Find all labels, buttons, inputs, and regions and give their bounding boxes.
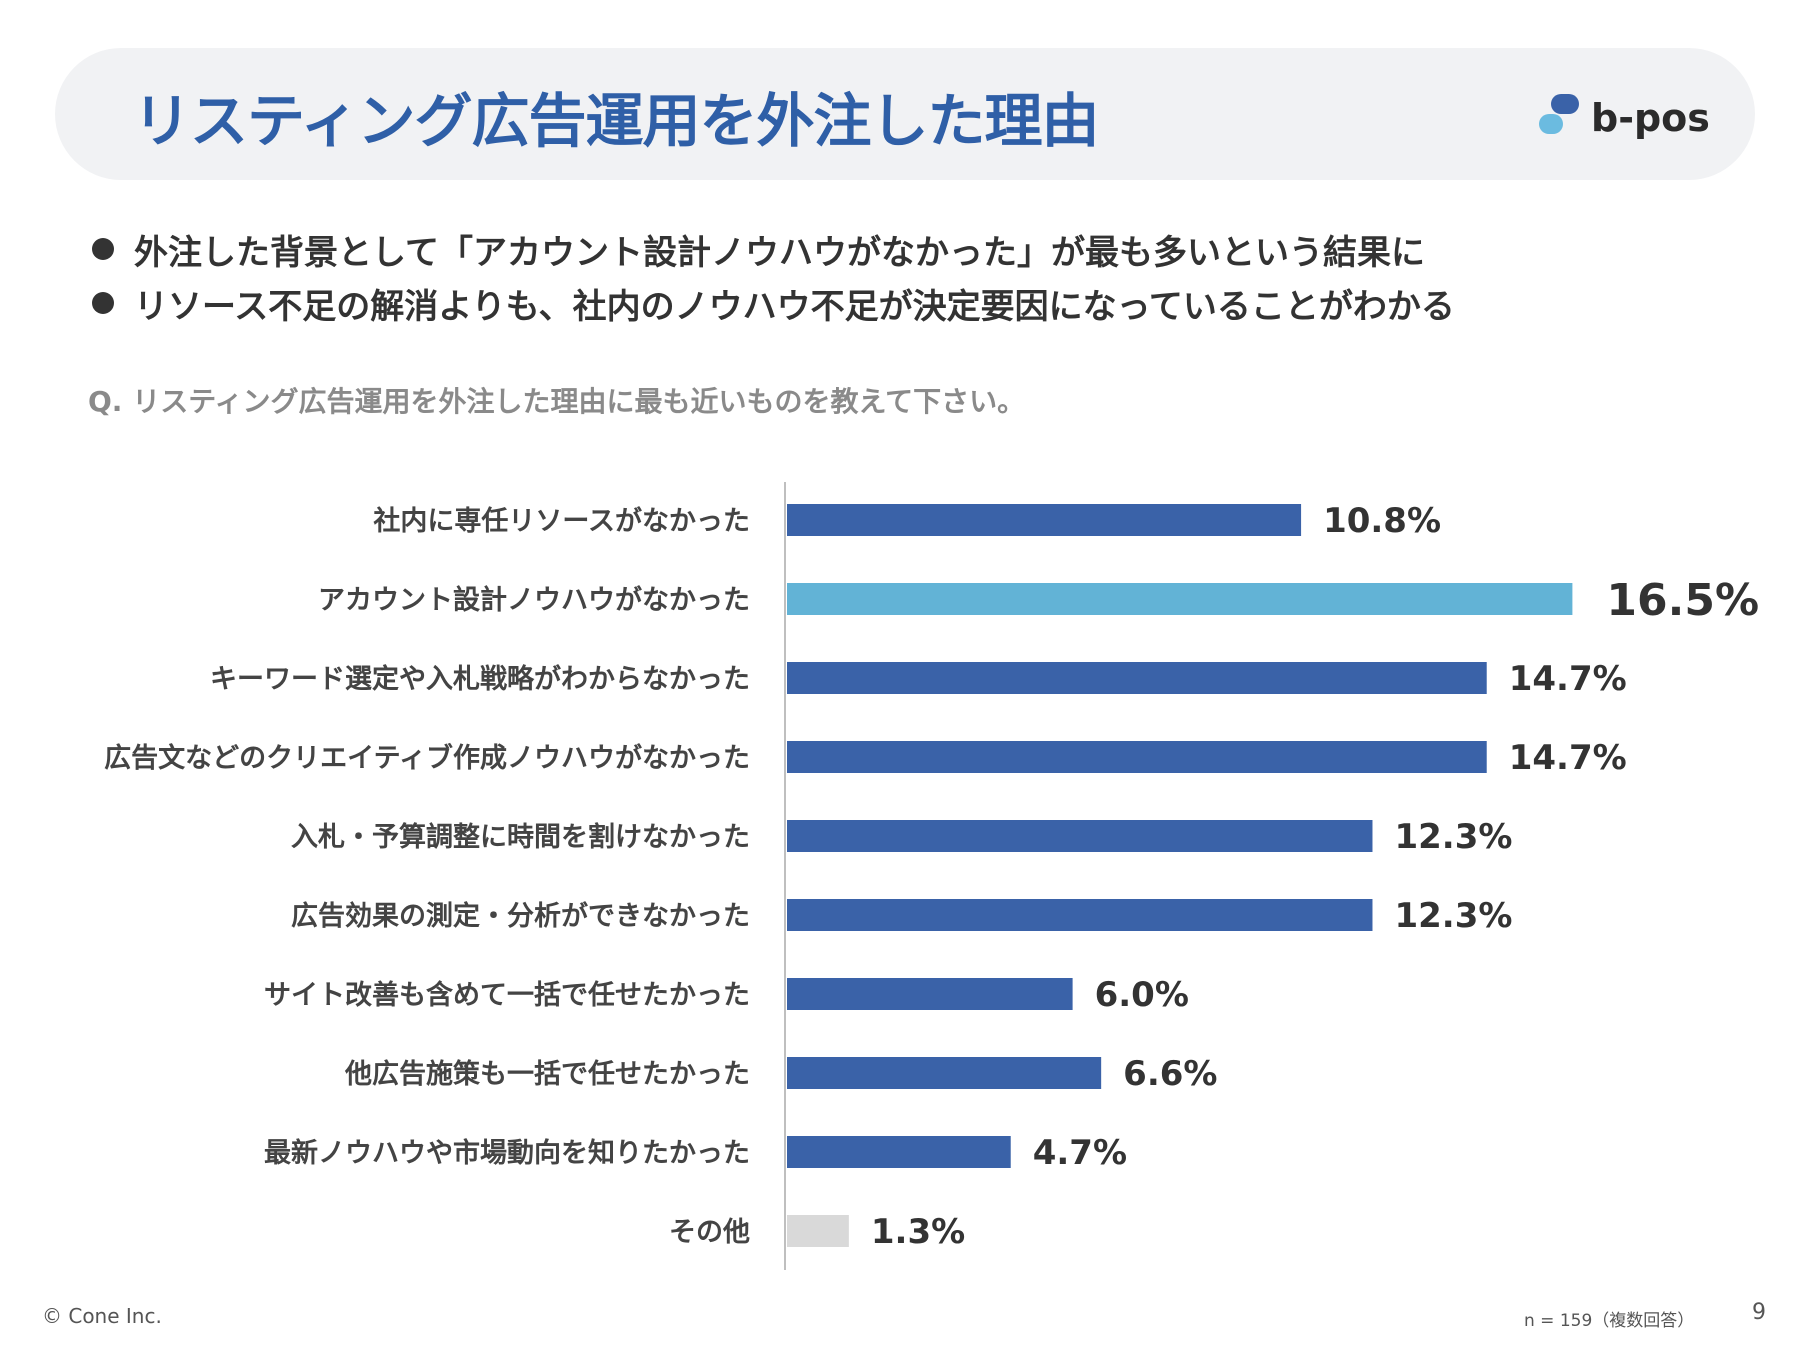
value-label: 4.7% <box>1033 1133 1127 1173</box>
bullet-item: 外注した背景として「アカウント設計ノウハウがなかった」が最も多いという結果に <box>92 222 1455 276</box>
category-label: 広告効果の測定・分析ができなかった <box>291 900 750 932</box>
value-label: 14.7% <box>1509 659 1627 699</box>
bar <box>787 1057 1102 1089</box>
category-label: サイト改善も含めて一括で任せたかった <box>264 979 750 1011</box>
page-number: 9 <box>1752 1300 1766 1325</box>
category-label: その他 <box>669 1217 750 1248</box>
bullet-dot <box>92 238 114 260</box>
category-label: 広告文などのクリエイティブ作成ノウハウがなかった <box>104 742 750 774</box>
value-label: 6.6% <box>1123 1054 1217 1094</box>
value-label: 10.8% <box>1323 501 1441 541</box>
value-label: 1.3% <box>871 1212 965 1252</box>
bullet-dot <box>92 292 114 314</box>
bar <box>787 504 1302 536</box>
bar <box>787 899 1373 931</box>
page-title: リスティング広告運用を外注した理由 <box>133 87 1100 155</box>
copyright: © Cone Inc. <box>42 1304 162 1328</box>
bullet-text: 外注した背景として「アカウント設計ノウハウがなかった」が最も多いという結果に <box>134 232 1425 273</box>
bullet-text: リソース不足の解消よりも、社内のノウハウ不足が決定要因になっていることがわかる <box>134 286 1455 327</box>
category-label: 入札・予算調整に時間を割けなかった <box>291 821 750 853</box>
value-label: 14.7% <box>1509 738 1627 778</box>
category-label: アカウント設計ノウハウがなかった <box>318 584 750 616</box>
survey-question: Q. リスティング広告運用を外注した理由に最も近いものを教えて下さい。 <box>88 385 1026 418</box>
sample-size: n = 159（複数回答） <box>1524 1311 1695 1331</box>
bar <box>787 583 1573 615</box>
bar <box>787 1215 849 1247</box>
value-label: 6.0% <box>1095 975 1189 1015</box>
summary-bullets: 外注した背景として「アカウント設計ノウハウがなかった」が最も多いという結果に リ… <box>92 222 1455 330</box>
value-label: 12.3% <box>1394 896 1512 936</box>
category-label: 他広告施策も一括で任せたかった <box>344 1058 750 1090</box>
header-banner: リスティング広告運用を外注した理由 b-pos <box>55 48 1755 180</box>
bar <box>787 820 1373 852</box>
b-pos-logo-icon <box>1539 94 1579 134</box>
bar <box>787 978 1073 1010</box>
brand-name: b-pos <box>1591 96 1710 140</box>
bar <box>787 1136 1011 1168</box>
category-label: キーワード選定や入札戦略がわからなかった <box>210 663 750 695</box>
bar-chart: 社内に専任リソースがなかった 10.8% アカウント設計ノウハウがなかった 16.5%… <box>104 482 1759 1270</box>
bar <box>787 741 1487 773</box>
category-label: 最新ノウハウや市場動向を知りたかった <box>264 1137 750 1169</box>
category-label: 社内に専任リソースがなかった <box>373 505 750 537</box>
bullet-item: リソース不足の解消よりも、社内のノウハウ不足が決定要因になっていることがわかる <box>92 276 1455 330</box>
brand-logo: b-pos <box>1537 92 1800 142</box>
value-label: 12.3% <box>1394 817 1512 857</box>
bar <box>787 662 1487 694</box>
value-label: 16.5% <box>1606 575 1759 626</box>
